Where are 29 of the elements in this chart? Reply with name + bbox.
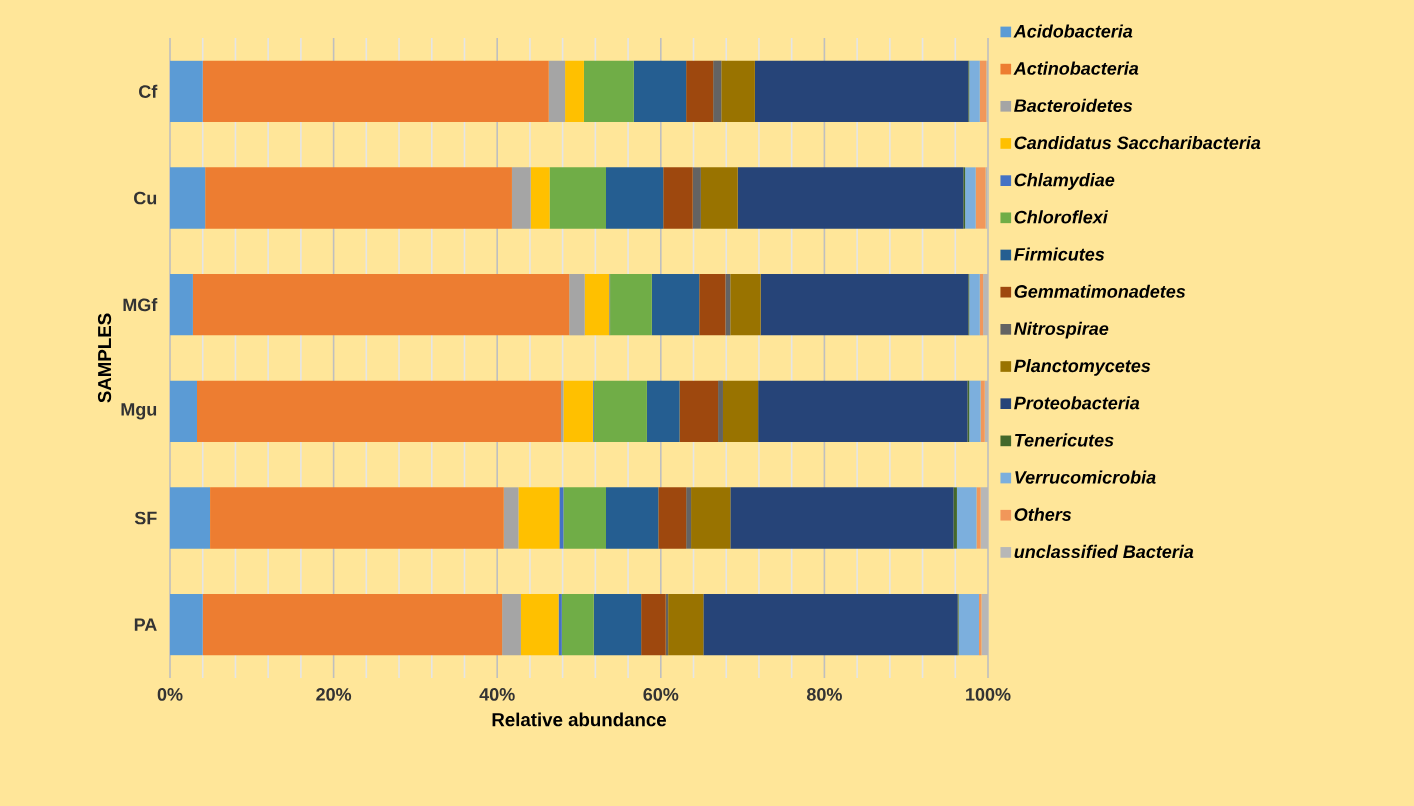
y-tick-label: Cu — [134, 191, 157, 205]
y-tick-label: Cf — [139, 84, 158, 98]
x-axis-title: Relative abundance — [492, 712, 667, 727]
legend-label: Planctomycetes — [1014, 358, 1151, 376]
y-tick-label: Mgu — [121, 403, 157, 420]
legend-label: unclassified Bacteria — [1014, 544, 1194, 559]
legend-label: Firmicutes — [1014, 247, 1105, 261]
x-tick-label: 100% — [966, 688, 1011, 701]
legend-label: Acidobacteria — [1013, 24, 1133, 38]
legend-label: Candidatus Saccharibacteria — [1014, 135, 1261, 150]
x-tick-label: 60% — [643, 688, 679, 701]
legend-label: Others — [1014, 507, 1072, 521]
legend-label: Chlamydiae — [1014, 173, 1115, 190]
legend-label: Chloroflexi — [1014, 210, 1109, 224]
legend-label: Tenericutes — [1015, 433, 1114, 447]
y-tick-label: SF — [134, 511, 157, 525]
legend-label: Verrucomicrobia — [1015, 470, 1156, 484]
legend-label: Proteobacteria — [1014, 396, 1140, 410]
legend-label: Bacteroidetes — [1014, 98, 1133, 112]
legend-label: Nitrospirae — [1014, 321, 1109, 339]
x-tick-label: 80% — [806, 688, 842, 701]
y-tick-label: PA — [134, 618, 157, 631]
x-tick-label: 20% — [316, 688, 352, 701]
y-axis-title: SAMPLES — [97, 313, 112, 403]
x-tick-label: 0% — [157, 688, 183, 701]
y-tick-label: MGf — [123, 298, 158, 312]
legend-label: Actinobacteria — [1013, 61, 1139, 75]
legend-label: Gemmatimonadetes — [1014, 284, 1186, 298]
x-tick-label: 40% — [479, 688, 515, 701]
